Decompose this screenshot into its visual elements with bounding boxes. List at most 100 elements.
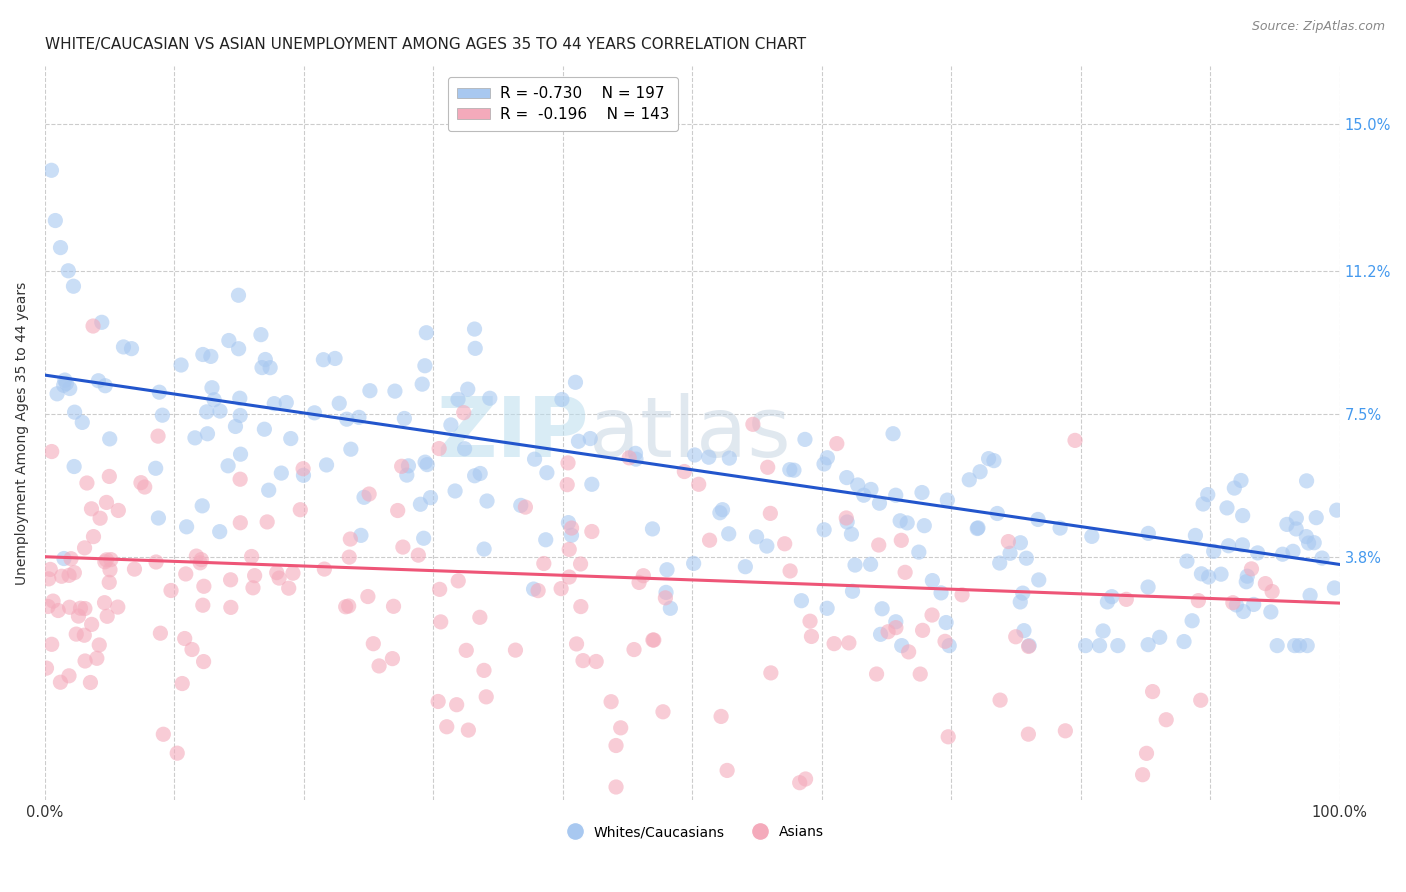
Point (456, 643, 478, 657)
Point (1225, 598, 1247, 612)
Text: atlas: atlas (589, 392, 790, 474)
Point (368, 659, 391, 673)
Point (1015, 551, 1038, 566)
Point (969, 465, 991, 479)
Point (1198, 570, 1220, 584)
Text: WHITE/CAUCASIAN VS ASIAN UNEMPLOYMENT AMONG AGES 35 TO 44 YEARS CORRELATION CHAR: WHITE/CAUCASIAN VS ASIAN UNEMPLOYMENT AM… (45, 37, 806, 53)
Point (63, 405, 86, 419)
Point (1137, 580, 1160, 594)
Point (1303, 535, 1326, 549)
Point (270, 466, 292, 480)
Point (457, 382, 479, 396)
Point (1017, 727, 1039, 741)
Point (718, 451, 741, 466)
Point (100, 552, 122, 566)
Point (998, 546, 1021, 560)
Point (877, 624, 900, 639)
Point (472, 664, 495, 678)
Point (1305, 510, 1327, 524)
Point (304, 406, 326, 420)
Point (1081, 529, 1104, 543)
Point (1285, 522, 1308, 536)
Point (523, 452, 546, 467)
Point (567, 434, 589, 449)
Point (415, 326, 437, 340)
Point (825, 436, 848, 450)
Point (129, 475, 152, 490)
Point (1246, 546, 1268, 560)
Point (166, 746, 188, 760)
Point (229, 472, 252, 486)
Point (107, 600, 129, 615)
Point (94, 378, 117, 392)
Point (813, 457, 835, 471)
Point (384, 384, 406, 398)
Point (58, 264, 80, 278)
Point (550, 582, 572, 596)
Point (37, 599, 59, 614)
Point (1107, 639, 1129, 653)
Point (427, 694, 450, 708)
Point (337, 550, 360, 565)
Point (1209, 567, 1232, 582)
Point (1265, 639, 1288, 653)
Point (208, 524, 231, 539)
Point (655, 563, 678, 577)
Point (453, 442, 475, 456)
Point (256, 515, 278, 529)
Point (1192, 497, 1215, 511)
Point (988, 693, 1011, 707)
Point (837, 515, 859, 529)
Point (217, 458, 239, 473)
Point (988, 556, 1011, 570)
Point (986, 507, 1008, 521)
Point (1240, 562, 1263, 576)
Point (1296, 639, 1319, 653)
Point (381, 651, 404, 665)
Point (1011, 586, 1033, 600)
Point (447, 574, 470, 588)
Point (49, 675, 72, 690)
Point (190, 552, 212, 566)
Point (219, 600, 242, 615)
Point (983, 453, 1005, 467)
Point (755, 539, 778, 553)
Point (82, 319, 104, 334)
Point (411, 377, 433, 392)
Point (98, 575, 121, 590)
Point (219, 573, 242, 587)
Point (565, 637, 588, 651)
Point (572, 654, 595, 668)
Point (69, 601, 91, 615)
Point (1298, 536, 1320, 550)
Point (429, 615, 451, 629)
Point (841, 584, 863, 599)
Point (884, 615, 907, 629)
Point (257, 483, 280, 498)
Point (464, 468, 486, 483)
Point (683, 448, 706, 462)
Point (569, 599, 592, 614)
Point (558, 570, 581, 584)
Point (382, 599, 405, 614)
Point (1236, 569, 1258, 583)
Point (800, 629, 823, 643)
Point (228, 342, 250, 356)
Point (865, 667, 887, 681)
Point (536, 466, 558, 480)
Point (96, 609, 118, 624)
Point (52, 378, 75, 392)
Point (229, 516, 252, 530)
Point (759, 665, 782, 680)
Point (429, 582, 451, 597)
Point (564, 376, 586, 390)
Point (741, 417, 763, 432)
Point (896, 516, 918, 530)
Point (997, 534, 1019, 549)
Point (921, 607, 943, 622)
Point (1232, 508, 1254, 523)
Point (815, 450, 838, 465)
Point (1261, 584, 1284, 599)
Point (464, 322, 486, 336)
Text: Source: ZipAtlas.com: Source: ZipAtlas.com (1251, 20, 1385, 33)
